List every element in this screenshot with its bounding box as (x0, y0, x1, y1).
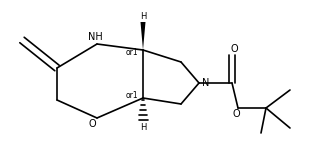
Text: N: N (202, 78, 210, 88)
Polygon shape (141, 22, 145, 50)
Text: H: H (140, 12, 146, 21)
Text: O: O (230, 44, 238, 54)
Text: O: O (232, 109, 240, 119)
Text: O: O (88, 119, 96, 129)
Text: H: H (140, 123, 146, 132)
Text: or1: or1 (125, 91, 138, 101)
Text: or1: or1 (125, 48, 138, 57)
Text: NH: NH (88, 32, 102, 42)
